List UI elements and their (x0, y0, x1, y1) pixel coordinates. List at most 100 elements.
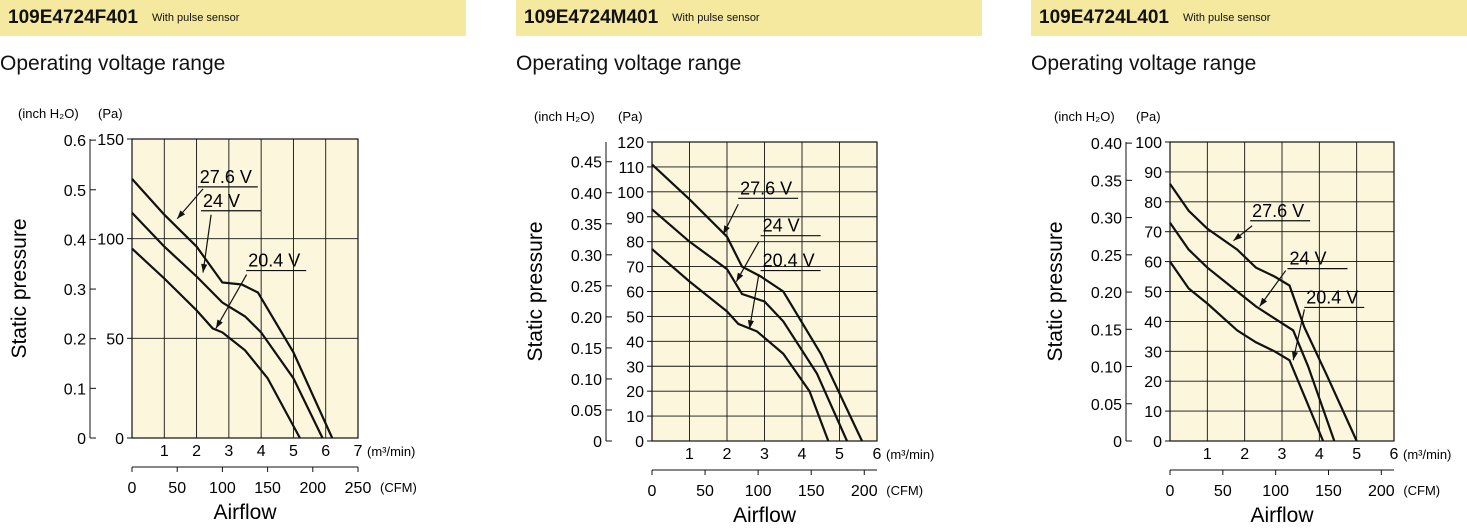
x-tick-label: 2 (1240, 446, 1249, 463)
x2-tick-label: 100 (745, 483, 772, 500)
y-unit-label: (Pa) (618, 109, 643, 124)
y2-tick-label: 0.10 (571, 372, 602, 389)
x-tick-label: 7 (354, 443, 363, 460)
pressure-airflow-chart: 010203040506070809010000.050.100.150.200… (1044, 109, 1451, 527)
y-tick-label: 50 (626, 309, 644, 326)
y-tick-label: 30 (1144, 344, 1162, 361)
y-tick-label: 150 (97, 132, 124, 149)
x2-tick-label: 150 (798, 483, 825, 500)
y2-tick-label: 0.20 (1091, 285, 1122, 302)
model-banner: 109E4724L401 With pulse sensor (1031, 0, 1467, 36)
leader-arrowhead (1233, 232, 1242, 241)
model-note: With pulse sensor (151, 12, 240, 24)
section-title: Operating voltage range (516, 52, 742, 75)
x2-tick-label: 150 (254, 480, 281, 497)
x2-unit-label: (CFM) (1403, 483, 1440, 498)
series-label: 24 V (763, 216, 800, 236)
series-label: 27.6 V (1252, 201, 1304, 221)
leader-line (202, 214, 212, 273)
x-axis-title: Airflow (733, 504, 797, 527)
y-tick-label: 0 (115, 431, 124, 448)
x-tick-label: 6 (1390, 446, 1399, 463)
x-unit-label: (m³/min) (886, 447, 934, 462)
y-tick-label: 70 (1144, 225, 1162, 242)
y-tick-label: 10 (1144, 404, 1162, 421)
x2-tick-label: 150 (1315, 483, 1342, 500)
model-number: 109E4724M401 (524, 7, 659, 28)
x-tick-label: 3 (1278, 446, 1287, 463)
y-tick-label: 90 (626, 210, 644, 227)
x-unit-label: (m³/min) (1403, 447, 1451, 462)
model-banner: 109E4724F401 With pulse sensor (0, 0, 466, 36)
x2-tick-label: 100 (1262, 483, 1289, 500)
x-unit-label: (m³/min) (367, 444, 415, 459)
x2-tick-label: 200 (1368, 483, 1395, 500)
series-label: 20.4 V (763, 251, 815, 271)
x-tick-label: 2 (192, 443, 201, 460)
y-tick-label: 60 (626, 285, 644, 302)
y-tick-label: 80 (626, 235, 644, 252)
pressure-airflow-chart: 010203040506070809010011012000.050.100.1… (524, 109, 934, 527)
curve-27-6-v (651, 163, 863, 442)
y-tick-label: 20 (626, 384, 644, 401)
y-axis-title: Static pressure (524, 221, 547, 361)
y-tick-label: 10 (626, 409, 644, 426)
y2-tick-label: 0.05 (571, 403, 602, 420)
curve-27-6-v (1169, 183, 1358, 442)
leader-arrowhead (736, 272, 744, 282)
x2-tick-label: 200 (299, 480, 326, 497)
model-note: With pulse sensor (1182, 12, 1271, 24)
x-tick-label: 5 (835, 446, 844, 463)
y2-tick-label: 0.15 (1091, 322, 1122, 339)
leader-arrowhead (201, 263, 208, 273)
y-tick-label: 0 (1153, 434, 1162, 451)
curve-24-v (131, 212, 324, 439)
y-tick-label: 100 (617, 185, 644, 202)
y2-tick-label: 0.35 (1091, 173, 1122, 190)
series-label: 24 V (203, 191, 240, 211)
y2-tick-label: 0 (593, 434, 602, 451)
x-axis-title: Airflow (213, 501, 277, 524)
y2-tick-label: 0.3 (64, 282, 86, 299)
x2-tick-label: 100 (209, 480, 236, 497)
y-tick-label: 90 (1144, 165, 1162, 182)
y-unit-label: (Pa) (1136, 109, 1161, 124)
x-tick-label: 5 (289, 443, 298, 460)
y2-tick-label: 0.40 (571, 186, 602, 203)
x-tick-label: 3 (224, 443, 233, 460)
y2-tick-label: 0.05 (1091, 397, 1122, 414)
model-number: 109E4724L401 (1039, 7, 1169, 28)
curve-20-4-v (1169, 260, 1325, 442)
chart-panel-2: 109E4724M401 With pulse sensor Operating… (516, 0, 986, 530)
y2-tick-label: 0.25 (1091, 248, 1122, 265)
y2-tick-label: 0.30 (1091, 211, 1122, 228)
y2-tick-label: 0.30 (571, 248, 602, 265)
y2-tick-label: 0.1 (64, 381, 86, 398)
y2-tick-label: 0.6 (64, 133, 86, 150)
x2-tick-label: 200 (851, 483, 878, 500)
series-label: 20.4 V (248, 251, 300, 271)
y2-unit-label: (inch H₂O) (534, 109, 595, 124)
y-tick-label: 100 (1135, 135, 1162, 152)
series-label: 27.6 V (200, 167, 252, 187)
y-tick-label: 40 (626, 334, 644, 351)
leader-line (748, 273, 760, 329)
leader-arrowhead (1259, 297, 1268, 307)
y-tick-label: 40 (1144, 314, 1162, 331)
series-label: 20.4 V (1306, 287, 1358, 307)
x-tick-label: 3 (760, 446, 769, 463)
y2-tick-label: 0.2 (64, 332, 86, 349)
y-tick-label: 100 (97, 232, 124, 249)
series-label: 27.6 V (740, 178, 792, 198)
y-unit-label: (Pa) (98, 106, 123, 121)
y-axis-title: Static pressure (1044, 221, 1067, 361)
y-tick-label: 30 (626, 359, 644, 376)
x-tick-label: 4 (1315, 446, 1324, 463)
x-axis-title: Airflow (1250, 504, 1314, 527)
y-tick-label: 50 (1144, 285, 1162, 302)
leader-arrowhead (1292, 351, 1299, 361)
x2-tick-label: 0 (128, 480, 137, 497)
model-banner: 109E4724M401 With pulse sensor (516, 0, 982, 36)
y2-tick-label: 0 (77, 431, 86, 448)
